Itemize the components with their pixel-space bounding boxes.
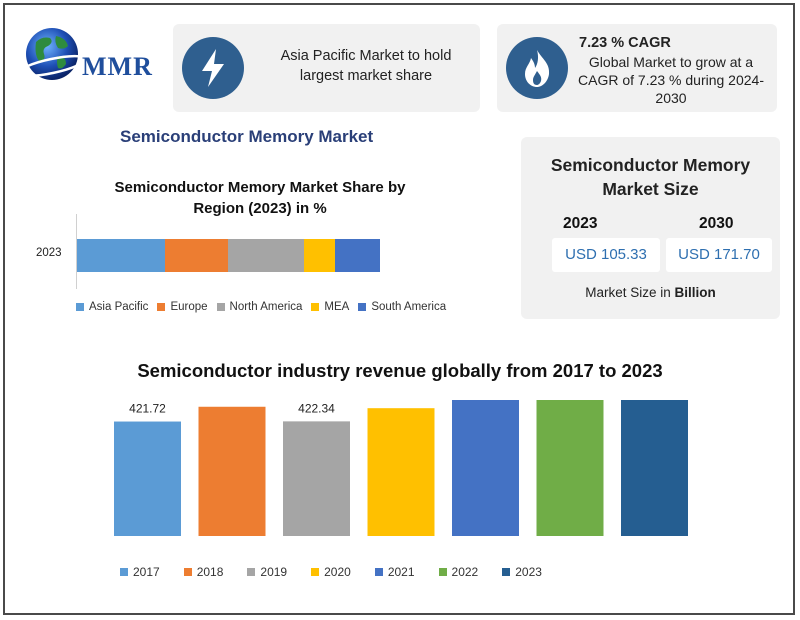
highlight-card-cagr: 7.23 % CAGR Global Market to grow at a C… — [497, 24, 777, 112]
revenue-legend-swatch — [374, 568, 383, 576]
revenue-bar-2023 — [621, 400, 688, 536]
share-legend-swatch — [157, 303, 166, 311]
globe-icon — [17, 28, 87, 80]
share-legend-label: MEA — [324, 301, 350, 313]
share-legend-item: Asia Pacific — [76, 301, 148, 313]
revenue-bar-2018 — [198, 406, 266, 536]
revenue-legend-label: 2020 — [324, 565, 351, 579]
revenue-legend-label: 2017 — [133, 565, 160, 579]
share-segment-asia-pacific — [77, 239, 165, 272]
market-size-title: Semiconductor Memory Market Size — [550, 155, 751, 199]
flame-icon — [506, 37, 568, 99]
revenue-legend-label: 2021 — [387, 565, 415, 579]
share-legend-label: Asia Pacific — [89, 301, 149, 313]
revenue-legend-item: 2017 — [120, 565, 160, 579]
revenue-legend-swatch — [438, 568, 447, 576]
share-legend-swatch — [76, 303, 84, 311]
revenue-legend-label: 2022 — [451, 565, 479, 579]
revenue-legend-swatch — [311, 568, 320, 576]
market-size-note-unit: Billion — [674, 285, 716, 300]
share-legend-swatch — [216, 303, 225, 311]
share-legend-label: Europe — [170, 301, 208, 313]
revenue-legend-item: 2018 — [183, 565, 224, 579]
revenue-bar-2019 — [283, 421, 350, 536]
revenue-chart-title: Semiconductor industry revenue globally … — [137, 360, 663, 381]
revenue-legend-swatch — [183, 568, 192, 576]
revenue-value-label: 470.89 — [383, 400, 420, 402]
market-size-note-prefix: Market Size in — [585, 285, 675, 300]
highlight-card-region: Asia Pacific Market to hold largest mark… — [173, 24, 480, 112]
cagr-title: 7.23 % CAGR — [579, 35, 671, 51]
market-size-value-start: USD 105.33 — [552, 238, 660, 272]
share-legend-item: Europe — [157, 301, 208, 313]
revenue-chart-legend: 2017 2018 2019 2020 2021 2022 2023 — [120, 565, 542, 579]
share-chart-legend: Asia Pacific Europe North America MEA South … — [76, 301, 446, 313]
share-legend-item: North America — [216, 301, 303, 313]
share-segment-mea — [304, 239, 335, 272]
market-size-year-start: 2023 — [563, 215, 598, 232]
share-legend-swatch — [358, 303, 367, 311]
revenue-legend-swatch — [247, 568, 256, 576]
revenue-legend-swatch — [502, 568, 511, 576]
revenue-value-label: 422.34 — [298, 401, 335, 415]
share-stacked-bar — [77, 239, 380, 272]
share-segment-north-america — [228, 239, 305, 272]
mmr-logo: MMR — [17, 22, 168, 92]
revenue-bar-2022 — [536, 400, 604, 536]
lightning-icon — [182, 37, 244, 99]
share-legend-label: North America — [229, 301, 303, 313]
page-title: Semiconductor Memory Market — [120, 127, 374, 146]
cagr-text: Global Market to grow at a CAGR of 7.23 … — [578, 54, 764, 106]
revenue-legend-item: 2022 — [438, 565, 479, 579]
share-legend-label: South America — [371, 301, 447, 313]
revenue-value-label: 476.15 — [214, 400, 251, 401]
revenue-legend-item: 2019 — [247, 565, 287, 579]
revenue-legend-label: 2019 — [260, 565, 288, 579]
revenue-bar-2017 — [114, 421, 181, 536]
revenue-legend-label: 2023 — [515, 565, 542, 579]
share-chart-title: Semiconductor Memory Market Share by Reg… — [114, 179, 406, 217]
revenue-bar-2020 — [367, 408, 435, 536]
market-size-note: Market Size in Billion — [521, 285, 780, 300]
market-size-card: Semiconductor Memory Market Size 2023 20… — [521, 137, 780, 319]
share-chart-axis — [76, 214, 77, 289]
share-legend-item: MEA — [311, 301, 349, 313]
share-legend-swatch — [311, 303, 320, 311]
revenue-legend-item: 2021 — [374, 565, 415, 579]
revenue-value-label: 421.72 — [129, 402, 166, 416]
share-chart-category-label: 2023 — [36, 247, 62, 259]
revenue-bar-chart: 421.72476.15422.34470.89595599.9532.2 — [114, 400, 688, 536]
revenue-bar-2021 — [452, 400, 519, 536]
market-size-year-end: 2030 — [699, 215, 734, 232]
highlight-region-text: Asia Pacific Market to hold largest mark… — [280, 48, 452, 84]
revenue-legend-item: 2023 — [502, 565, 542, 579]
revenue-legend-item: 2020 — [311, 565, 351, 579]
logo-text: MMR — [82, 52, 153, 81]
market-size-value-end: USD 171.70 — [666, 238, 772, 272]
share-segment-south-america — [334, 239, 380, 272]
share-legend-item: South America — [358, 301, 446, 313]
revenue-legend-label: 2018 — [196, 565, 224, 579]
revenue-legend-swatch — [120, 568, 128, 576]
share-segment-europe — [164, 239, 229, 272]
